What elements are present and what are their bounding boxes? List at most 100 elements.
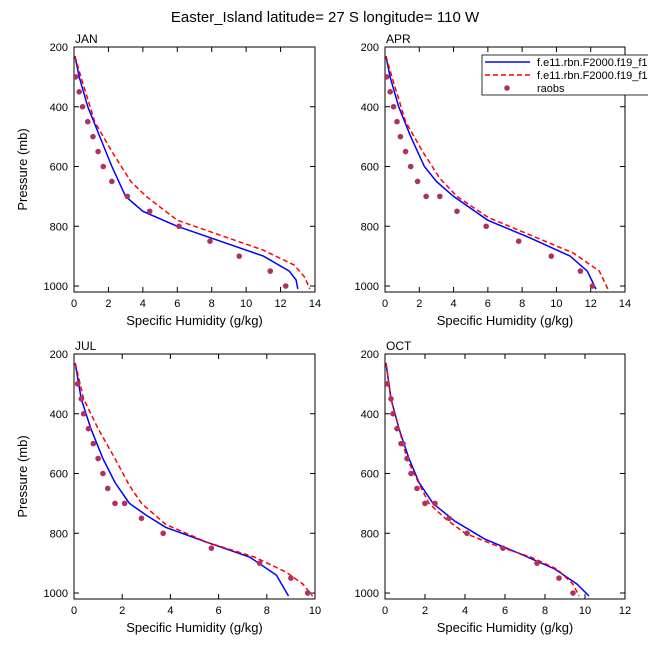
obs-point-apr xyxy=(577,268,584,274)
x-tick-label-oct: 0 xyxy=(382,605,388,617)
plot-frame-apr xyxy=(384,46,626,293)
obs-point-jul xyxy=(78,396,85,402)
obs-point-apr xyxy=(515,238,522,245)
obs-point-oct xyxy=(385,381,390,387)
y-tick-label-apr: 400 xyxy=(361,102,379,114)
obs-point-jan xyxy=(207,238,213,245)
series-model2-line-jan xyxy=(74,55,311,290)
obs-point-apr xyxy=(437,193,443,200)
y-tick-label-jan: 1000 xyxy=(44,281,68,293)
y-axis-label-jan: Pressure (mb) xyxy=(15,128,30,210)
obs-point-jul xyxy=(85,425,92,432)
obs-point-oct xyxy=(414,485,420,492)
y-tick-label-jul: 200 xyxy=(50,349,68,361)
y-tick-label-jul: 600 xyxy=(50,469,68,481)
obs-point-apr xyxy=(397,133,404,140)
obs-point-apr xyxy=(414,178,421,185)
obs-point-jan xyxy=(74,74,79,80)
obs-point-oct xyxy=(388,396,394,402)
obs-point-apr xyxy=(454,208,460,215)
x-tick-label-jan: 10 xyxy=(240,298,252,310)
x-axis-label-oct: Specific Humidity (g/kg) xyxy=(437,620,574,635)
x-tick-label-jan: 12 xyxy=(274,298,286,310)
panel-oct: OCT 0 2 4 6 8 10 12 200 400 600 800 1000 Specific Hum… xyxy=(355,339,632,635)
obs-point-jul xyxy=(288,575,294,581)
panel-jan: JAN 0 2 4 6 8 10 12 14 200 400 600 800 1000 Specific H… xyxy=(15,32,321,328)
obs-point-jul xyxy=(256,560,263,566)
x-tick-label-oct: 10 xyxy=(579,605,591,617)
obs-point-oct xyxy=(432,500,438,507)
series-model1-line-jan xyxy=(74,55,299,290)
obs-point-jul xyxy=(90,440,97,447)
y-tick-label-jan: 400 xyxy=(50,102,68,114)
x-tick-label-jan: 4 xyxy=(140,298,146,310)
y-tick-label-apr: 200 xyxy=(361,42,379,54)
y-tick-label-apr: 1000 xyxy=(355,281,379,293)
obs-point-jul xyxy=(80,410,87,417)
x-tick-label-apr: 8 xyxy=(519,298,525,310)
x-tick-label-oct: 2 xyxy=(422,605,428,617)
series-group-apr xyxy=(385,55,609,290)
y-tick-label-oct: 200 xyxy=(361,349,379,361)
figure-title: Easter_Island latitude= 27 S longitude= … xyxy=(171,9,480,26)
x-tick-label-apr: 0 xyxy=(382,298,388,310)
panel-label-jul: JUL xyxy=(75,339,97,353)
plot-frame-oct xyxy=(384,353,626,600)
obs-point-jan xyxy=(146,208,153,215)
series-model1-line-apr xyxy=(385,55,597,290)
obs-point-oct xyxy=(570,590,576,596)
obs-point-apr xyxy=(394,118,400,125)
obs-point-oct xyxy=(500,545,506,552)
y-axis-label-jul: Pressure (mb) xyxy=(15,435,30,517)
x-tick-label-jan: 6 xyxy=(174,298,180,310)
x-tick-label-oct: 12 xyxy=(619,605,631,617)
obs-point-jan xyxy=(100,163,107,170)
legend-label-model2: f.e11.rbn.F2000.f19_f19 xyxy=(537,70,648,82)
obs-point-oct xyxy=(446,515,452,522)
y-tick-label-jul: 800 xyxy=(50,528,68,540)
obs-point-oct xyxy=(534,560,540,566)
y-tick-label-jan: 200 xyxy=(50,42,68,54)
panel-label-jan: JAN xyxy=(75,32,98,46)
series-model2-line-jul xyxy=(74,362,314,597)
obs-point-apr xyxy=(589,283,596,289)
y-tick-label-jan: 600 xyxy=(50,162,68,174)
obs-point-jul xyxy=(304,590,311,596)
obs-point-oct xyxy=(394,425,400,432)
obs-point-jan xyxy=(267,268,274,274)
obs-point-oct xyxy=(400,440,406,447)
y-tick-label-oct: 400 xyxy=(361,409,379,421)
obs-point-oct xyxy=(556,575,562,581)
obs-point-jul xyxy=(121,500,128,507)
x-tick-label-jan: 0 xyxy=(71,298,77,310)
obs-point-jul xyxy=(138,515,145,522)
x-tick-label-oct: 8 xyxy=(542,605,548,617)
legend-label-obs: raobs xyxy=(537,83,565,95)
series-model1-line-jul xyxy=(74,362,290,597)
obs-point-jan xyxy=(176,223,182,230)
obs-point-apr xyxy=(387,89,393,95)
series-group-jan xyxy=(74,55,311,290)
y-tick-label-apr: 800 xyxy=(361,221,379,233)
obs-point-oct xyxy=(408,470,414,477)
y-tick-label-oct: 600 xyxy=(361,469,379,481)
obs-point-jan xyxy=(282,283,289,289)
panel-label-apr: APR xyxy=(386,32,411,46)
obs-point-jul xyxy=(95,455,101,462)
obs-point-jan xyxy=(236,253,243,259)
legend-marker-obs xyxy=(504,85,510,91)
x-tick-label-jul: 6 xyxy=(216,605,222,617)
x-tick-label-oct: 4 xyxy=(462,605,468,617)
x-tick-label-jan: 2 xyxy=(105,298,111,310)
y-tick-label-apr: 600 xyxy=(361,162,379,174)
obs-point-jul xyxy=(100,470,106,477)
obs-point-jan xyxy=(79,103,86,110)
x-tick-label-apr: 4 xyxy=(451,298,457,310)
obs-point-jan xyxy=(76,89,82,95)
obs-point-oct xyxy=(422,500,428,507)
x-tick-label-jul: 10 xyxy=(309,605,321,617)
x-tick-label-jul: 2 xyxy=(119,605,125,617)
obs-point-oct xyxy=(464,530,470,537)
